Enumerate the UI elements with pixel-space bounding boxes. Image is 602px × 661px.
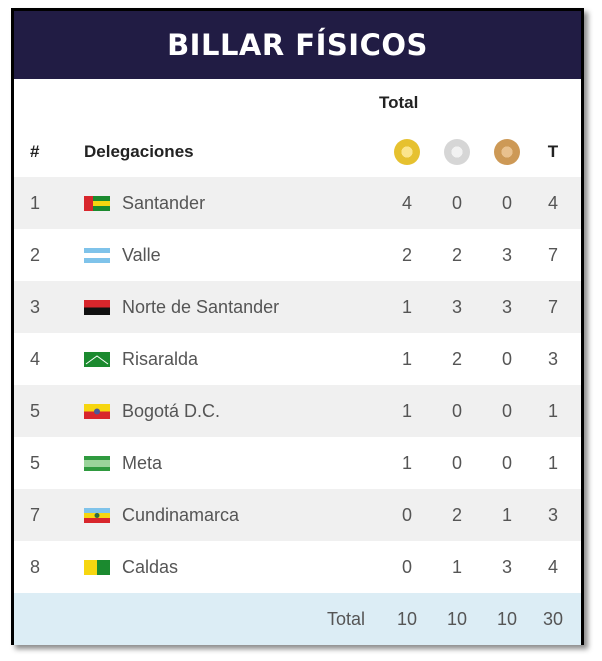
delegation-name: Bogotá D.C. [122,400,221,421]
total-count: 1 [547,452,558,473]
total-gold: 10 [396,608,418,629]
silver-count: 0 [451,192,462,213]
delegations-column-header: Delegaciones [84,142,194,161]
total-count: 7 [547,296,558,317]
bronze-count: 3 [501,556,512,577]
table-row: 3 Norte de Santander 1 3 3 7 [14,281,581,333]
silver-count: 0 [451,400,462,421]
gold-medal-icon [394,139,420,165]
table-row: 4 Risaralda 1 2 0 3 [14,333,581,385]
rank-cell: 4 [30,348,41,369]
medal-table-card: BILLAR FÍSICOS Total # Delegaciones T 1 S… [11,8,584,645]
delegation-name: Norte de Santander [122,296,280,317]
santander-flag [84,177,110,229]
total-all: 30 [542,608,564,629]
table-row: 5 Meta 1 0 0 1 [14,437,581,489]
column-header-row: # Delegaciones T [14,127,581,177]
bogota-flag [84,385,110,437]
norte-de-santander-flag [84,281,110,333]
total-silver: 10 [446,608,468,629]
gold-count: 2 [401,244,412,265]
delegation-name: Valle [122,244,161,265]
bronze-count: 0 [501,400,512,421]
gold-count: 1 [401,348,412,369]
bronze-count: 1 [501,504,512,525]
rank-cell: 2 [30,244,41,265]
gold-count: 1 [401,296,412,317]
meta-flag [84,437,110,489]
silver-column-header [442,127,472,177]
silver-count: 2 [451,244,462,265]
total-bronze: 10 [496,608,518,629]
rank-column-header: # [30,142,40,161]
delegation-name: Cundinamarca [122,504,240,525]
bronze-column-header [492,127,522,177]
silver-count: 2 [451,348,462,369]
total-count: 4 [547,192,558,213]
silver-medal-icon [444,139,470,165]
totals-row: Total 10 10 10 30 [14,593,581,645]
caldas-flag [84,541,110,593]
silver-count: 1 [451,556,462,577]
table-row: 5 Bogotá D.C. 1 0 0 1 [14,385,581,437]
totals-label: Total [327,608,366,629]
gold-column-header [392,127,422,177]
risaralda-flag [84,333,110,385]
table-row: 1 Santander 4 0 0 4 [14,177,581,229]
delegation-name: Caldas [122,556,179,577]
total-count: 1 [547,400,558,421]
bronze-count: 3 [501,244,512,265]
total-count: 7 [547,244,558,265]
rank-cell: 7 [30,504,41,525]
bronze-medal-icon [494,139,520,165]
total-group-label: Total [379,93,419,112]
rank-cell: 1 [30,192,41,213]
gold-count: 1 [401,452,412,473]
bronze-count: 0 [501,348,512,369]
silver-count: 3 [451,296,462,317]
cundinamarca-flag [84,489,110,541]
gold-count: 1 [401,400,412,421]
table-body: 1 Santander 4 0 0 4 2 Valle 2 2 3 7 3 Norte de Santan… [14,177,581,593]
rank-cell: 5 [30,452,41,473]
total-count: 3 [547,504,558,525]
total-count: 3 [547,348,558,369]
table-title: BILLAR FÍSICOS [14,11,581,79]
rank-cell: 3 [30,296,41,317]
bronze-count: 0 [501,452,512,473]
silver-count: 0 [451,452,462,473]
delegation-name: Santander [122,192,206,213]
gold-count: 0 [401,504,412,525]
bronze-count: 3 [501,296,512,317]
total-column-header: T [547,142,559,161]
silver-count: 2 [451,504,462,525]
gold-count: 0 [401,556,412,577]
valle-flag [84,229,110,281]
table-row: 2 Valle 2 2 3 7 [14,229,581,281]
table-row: 8 Caldas 0 1 3 4 [14,541,581,593]
gold-count: 4 [401,192,412,213]
bronze-count: 0 [501,192,512,213]
total-header-row: Total [14,79,581,127]
delegation-name: Meta [122,452,163,473]
rank-cell: 8 [30,556,41,577]
rank-cell: 5 [30,400,41,421]
total-count: 4 [547,556,558,577]
table-row: 7 Cundinamarca 0 2 1 3 [14,489,581,541]
delegation-name: Risaralda [122,348,199,369]
